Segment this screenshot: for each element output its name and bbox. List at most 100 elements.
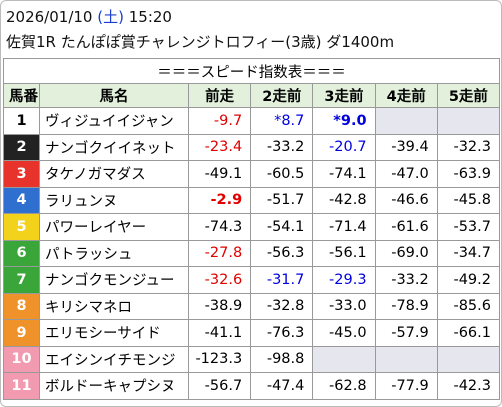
speed-index: -56.7 — [187, 372, 252, 400]
speed-index: -61.6 — [374, 213, 438, 241]
header-row: 馬番 馬名 前走 2走前 3走前 4走前 5走前 — [3, 83, 501, 108]
column-header: 馬番 — [3, 83, 40, 108]
date: 2026/01/10 — [6, 8, 93, 26]
speed-index: -31.7 — [250, 266, 314, 294]
speed-index: -42.3 — [436, 372, 501, 400]
speed-index: -54.1 — [250, 213, 314, 241]
horse-number: 10 — [3, 345, 40, 373]
horse-row: 11 ボルドーキャプシヌ -56.7 -47.4 -62.8 -77.9 -42.3 — [3, 372, 501, 400]
horse-row: 1 ヴィジュイイジャン -9.7 *8.7 *9.0 — [3, 107, 501, 135]
speed-index: -85.6 — [436, 292, 501, 320]
speed-index: -27.8 — [187, 239, 252, 267]
horse-name: ボルドーキャプシヌ — [39, 372, 189, 400]
speed-index: -78.9 — [374, 292, 438, 320]
speed-index: -33.0 — [312, 292, 376, 320]
speed-index: -63.9 — [436, 160, 501, 188]
horse-row: 6 パトラッシュ -27.8 -56.3 -56.1 -69.0 -34.7 — [3, 239, 501, 267]
speed-index: -47.0 — [374, 160, 438, 188]
speed-index: -9.7 — [187, 107, 252, 135]
horse-row: 9 エリモシーサイド -41.1 -76.3 -45.0 -57.9 -66.1 — [3, 319, 501, 347]
speed-index: -42.8 — [312, 186, 376, 214]
horse-row: 3 タケノガマダス -49.1 -60.5 -74.1 -47.0 -63.9 — [3, 160, 501, 188]
empty-cell — [436, 107, 501, 135]
speed-index: -45.0 — [312, 319, 376, 347]
empty-cell — [312, 345, 376, 373]
speed-index: -69.0 — [374, 239, 438, 267]
speed-index: -77.9 — [374, 372, 438, 400]
horse-name: キリシマネロ — [39, 292, 189, 320]
horse-name: ヴィジュイイジャン — [39, 107, 189, 135]
speed-index: -51.7 — [250, 186, 314, 214]
speed-index: -66.1 — [436, 319, 501, 347]
horse-row: 2 ナンゴクイイネット -23.4 -33.2 -20.7 -39.4 -32.3 — [3, 133, 501, 161]
speed-index: -76.3 — [250, 319, 314, 347]
speed-index: *9.0 — [312, 107, 376, 135]
horse-name: タケノガマダス — [39, 160, 189, 188]
empty-cell — [374, 107, 438, 135]
horse-row: 8 キリシマネロ -38.9 -32.8 -33.0 -78.9 -85.6 — [3, 292, 501, 320]
speed-index: -98.8 — [250, 345, 314, 373]
speed-index: -45.8 — [436, 186, 501, 214]
empty-cell — [374, 345, 438, 373]
speed-index: -23.4 — [187, 133, 252, 161]
race-info: 佐賀1R たんぽぽ賞チャレンジトロフィー(3歳) ダ1400m — [6, 33, 395, 51]
horse-number: 9 — [3, 319, 40, 347]
horse-name: ナンゴクイイネット — [39, 133, 189, 161]
speed-index: -33.2 — [374, 266, 438, 294]
table-title: ＝＝＝スピード指数表＝＝＝ — [3, 58, 500, 84]
date-line: 2026/01/10 (土) 15:20 — [6, 6, 172, 27]
speed-index: -2.9 — [187, 186, 252, 214]
speed-index: -32.6 — [187, 266, 252, 294]
speed-index: -71.4 — [312, 213, 376, 241]
horse-number: 4 — [3, 186, 40, 214]
speed-index: -39.4 — [374, 133, 438, 161]
column-header: 4走前 — [374, 83, 438, 108]
speed-index: -20.7 — [312, 133, 376, 161]
horse-row: 7 ナンゴクモンジュー -32.6 -31.7 -29.3 -33.2 -49.2 — [3, 266, 501, 294]
speed-index: -56.3 — [250, 239, 314, 267]
horse-row: 5 パワーレイヤー -74.3 -54.1 -71.4 -61.6 -53.7 — [3, 213, 501, 241]
column-header: 5走前 — [436, 83, 501, 108]
horse-number: 3 — [3, 160, 40, 188]
horse-name: パワーレイヤー — [39, 213, 189, 241]
horse-name: エリモシーサイド — [39, 319, 189, 347]
speed-index: -38.9 — [187, 292, 252, 320]
column-header: 前走 — [187, 83, 252, 108]
horse-name: エイシンイチモンジ — [39, 345, 189, 373]
speed-index: -29.3 — [312, 266, 376, 294]
speed-index: -123.3 — [187, 345, 252, 373]
speed-index: -74.3 — [187, 213, 252, 241]
empty-cell — [436, 345, 501, 373]
speed-index: -49.1 — [187, 160, 252, 188]
horse-name: ラリュンヌ — [39, 186, 189, 214]
speed-index: -46.6 — [374, 186, 438, 214]
horse-row: 4 ラリュンヌ -2.9 -51.7 -42.8 -46.6 -45.8 — [3, 186, 501, 214]
speed-index: -60.5 — [250, 160, 314, 188]
horse-number: 6 — [3, 239, 40, 267]
horse-number: 11 — [3, 372, 40, 400]
horse-number: 2 — [3, 133, 40, 161]
time: 15:20 — [128, 8, 172, 26]
speed-index: -32.3 — [436, 133, 501, 161]
speed-index: *8.7 — [250, 107, 314, 135]
horse-row: 10 エイシンイチモンジ -123.3 -98.8 — [3, 345, 501, 373]
horse-number: 7 — [3, 266, 40, 294]
horse-name: パトラッシュ — [39, 239, 189, 267]
speed-index: -33.2 — [250, 133, 314, 161]
speed-index: -74.1 — [312, 160, 376, 188]
horse-number: 8 — [3, 292, 40, 320]
horse-name: ナンゴクモンジュー — [39, 266, 189, 294]
column-header: 2走前 — [250, 83, 314, 108]
speed-index: -62.8 — [312, 372, 376, 400]
column-header: 馬名 — [39, 83, 189, 108]
speed-index: -49.2 — [436, 266, 501, 294]
speed-index-table: ＝＝＝スピード指数表＝＝＝ 馬番 馬名 前走 2走前 3走前 4走前 5走前 1 ヴィジュイイ… — [3, 58, 501, 400]
speed-index: -57.9 — [374, 319, 438, 347]
horse-number: 1 — [3, 107, 40, 135]
speed-index: -41.1 — [187, 319, 252, 347]
column-header: 3走前 — [312, 83, 376, 108]
speed-index: -47.4 — [250, 372, 314, 400]
speed-index: -34.7 — [436, 239, 501, 267]
weekday: (土) — [97, 8, 124, 26]
speed-index: -56.1 — [312, 239, 376, 267]
